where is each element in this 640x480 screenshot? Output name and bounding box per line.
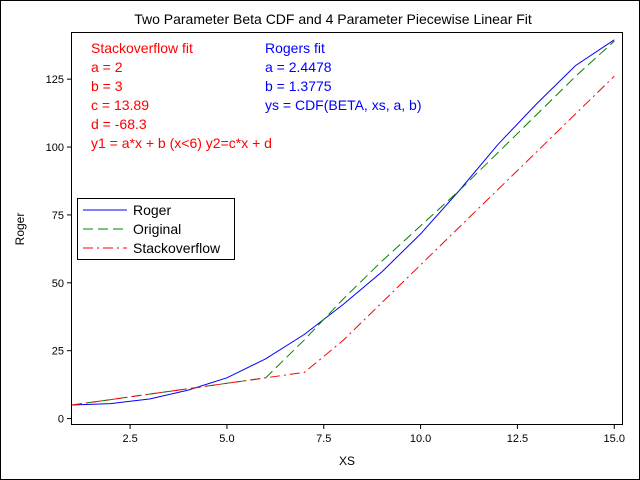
y-tick-label: 25 xyxy=(52,346,64,358)
x-tick-label: 7.5 xyxy=(316,433,331,445)
annotation-line: b = 1.3775 xyxy=(265,78,332,94)
series-line-roger xyxy=(71,39,615,406)
annotation-line: Stackoverflow fit xyxy=(91,40,193,56)
annotation-line: ys = CDF(BETA, xs, a, b) xyxy=(265,97,422,113)
plot-frame xyxy=(71,32,623,425)
rogers-fit-annotation: Rogers fit a = 2.4478 b = 1.3775 ys = CDF(B… xyxy=(265,40,422,113)
legend-label-original: Original xyxy=(133,221,181,237)
y-axis-title: Roger xyxy=(13,213,27,246)
ticks-layer: 2.5 5.0 7.5 10.0 12.5 15.0 0 25 50 75 100 125 xyxy=(46,74,625,445)
annotation-line: b = 3 xyxy=(91,78,123,94)
y-tick-label: 0 xyxy=(58,414,64,426)
annotation-line: a = 2.4478 xyxy=(265,59,332,75)
x-tick-label: 10.0 xyxy=(410,433,431,445)
y-tick-label: 75 xyxy=(52,210,64,222)
x-tick-label: 15.0 xyxy=(604,433,625,445)
annotation-line: Rogers fit xyxy=(265,40,325,56)
annotation-line: y1 = a*x + b (x<6) y2=c*x + d xyxy=(91,135,272,151)
legend-label-roger: Roger xyxy=(133,202,171,218)
y-tick-label: 100 xyxy=(46,142,64,154)
series-line-original xyxy=(71,40,615,406)
legend-label-stackoverflow: Stackoverflow xyxy=(133,240,221,256)
legend: Roger Original Stackoverflow xyxy=(77,198,235,260)
annotation-line: a = 2 xyxy=(91,59,123,75)
x-axis-title: XS xyxy=(339,454,355,468)
annotation-line: d = -68.3 xyxy=(91,116,147,132)
y-tick-label: 125 xyxy=(46,74,64,86)
y-tick-label: 50 xyxy=(52,278,64,290)
annotation-line: c = 13.89 xyxy=(91,97,149,113)
x-tick-label: 2.5 xyxy=(122,433,137,445)
x-tick-label: 5.0 xyxy=(219,433,234,445)
series-line-stackoverflow xyxy=(71,75,615,406)
chart-title: Two Parameter Beta CDF and 4 Parameter P… xyxy=(134,11,532,27)
series-layer xyxy=(71,39,615,406)
x-tick-label: 12.5 xyxy=(507,433,528,445)
stackoverflow-fit-annotation: Stackoverflow fit a = 2 b = 3 c = 13.89 d = … xyxy=(91,40,272,151)
